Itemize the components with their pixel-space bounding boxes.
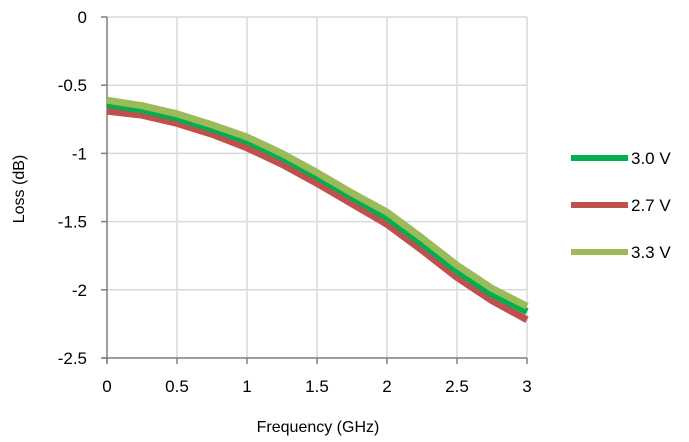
x-tick-label: 3	[522, 377, 531, 396]
x-tick-label: 0.5	[165, 377, 189, 396]
x-tick-label: 2	[382, 377, 391, 396]
series-line-3-0-v	[106, 100, 529, 315]
x-tick-label: 1	[242, 377, 251, 396]
y-tick-label: -2	[72, 281, 87, 300]
y-tick-label: -2.5	[58, 349, 87, 368]
y-tick-label: -0.5	[58, 76, 87, 95]
y-tick-label: -1.5	[58, 213, 87, 232]
grid-layer	[107, 16, 528, 358]
y-tick-label: -1	[72, 144, 87, 163]
axis-layer	[101, 16, 528, 364]
x-tick-label: 0	[102, 377, 111, 396]
legend: 3.0 V 2.7 V 3.3 V	[571, 149, 671, 262]
series-line-2-7-v	[106, 107, 529, 323]
y-tick-label: 0	[78, 8, 87, 27]
legend-label-3-3-v: 3.3 V	[631, 243, 671, 262]
x-axis-title: Frequency (GHz)	[257, 419, 380, 436]
y-axis-title: Loss (dB)	[11, 155, 28, 223]
label-layer: 0 0.5 1 1.5 2 2.5 3 0 -0.5 -1 -1.5 -2 -2.5	[58, 8, 532, 396]
series-layer	[106, 96, 529, 323]
x-tick-label: 2.5	[445, 377, 469, 396]
x-tick-label: 1.5	[305, 377, 329, 396]
legend-label-3-0-v: 3.0 V	[631, 149, 671, 168]
series-line-3-3-v	[106, 96, 529, 310]
legend-label-2-7-v: 2.7 V	[631, 196, 671, 215]
